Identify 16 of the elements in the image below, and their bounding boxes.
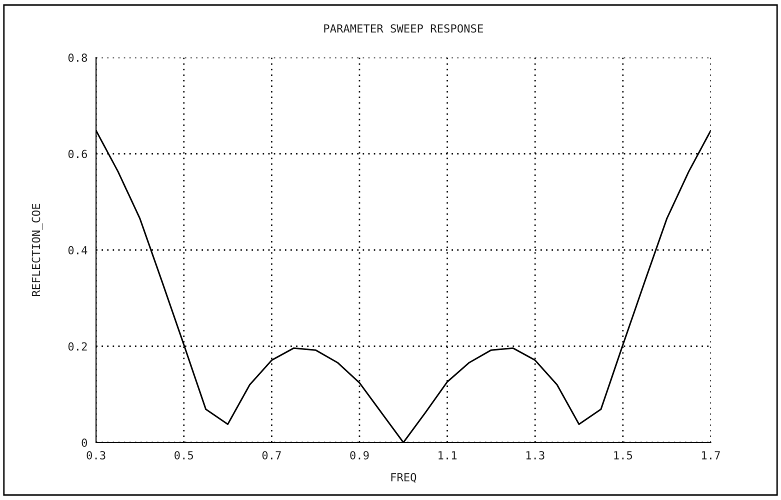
y-tick-label: 0.6 bbox=[68, 150, 88, 158]
y-tick-label: 0 bbox=[82, 438, 88, 447]
x-tick-label: 0.3 bbox=[86, 451, 106, 460]
y-axis-title: REFLECTION_COE bbox=[32, 204, 43, 296]
x-tick-label: 1.5 bbox=[614, 451, 632, 460]
y-tick-label: 0.8 bbox=[68, 54, 88, 62]
x-tick-label: 1.3 bbox=[526, 451, 544, 460]
chart-title: PARAMETER SWEEP RESPONSE bbox=[324, 24, 483, 33]
x-tick-label: 0.5 bbox=[174, 451, 194, 460]
y-tick-label: 0.2 bbox=[68, 342, 87, 351]
x-tick-label: 1.7 bbox=[702, 451, 720, 460]
y-tick-label: 0.4 bbox=[68, 246, 88, 254]
x-tick-label: 1.1 bbox=[438, 451, 457, 460]
x-tick-label: 0.9 bbox=[350, 451, 369, 460]
x-tick-label: 0.7 bbox=[262, 451, 281, 460]
x-axis-title: FREQ bbox=[391, 473, 416, 483]
